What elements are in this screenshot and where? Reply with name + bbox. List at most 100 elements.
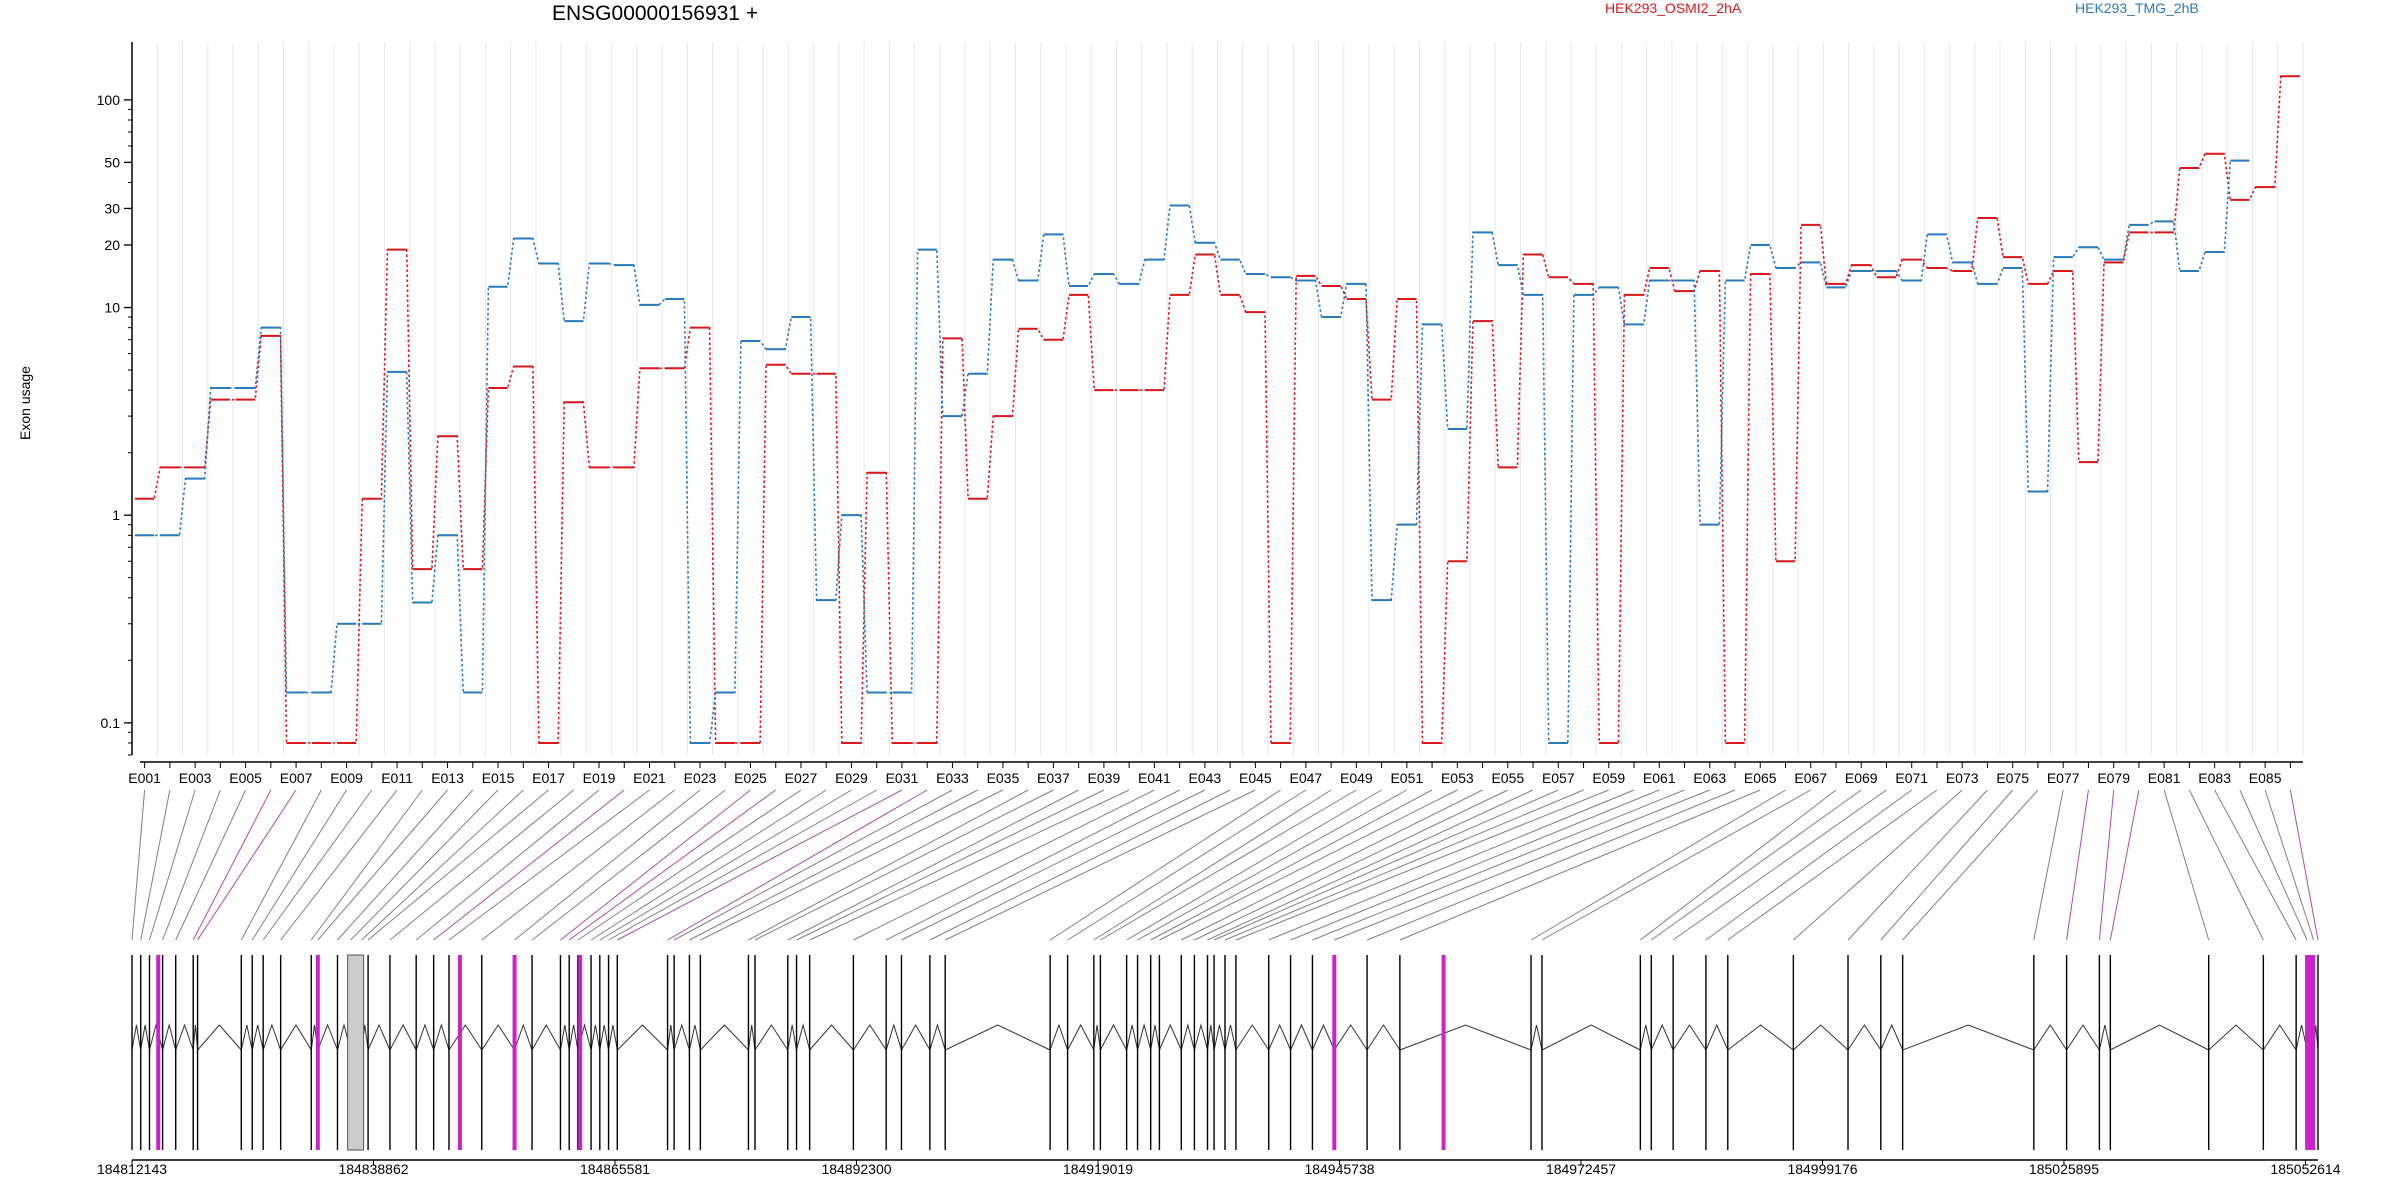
intron-path [131, 1023, 2319, 1051]
exon-connector [617, 789, 903, 941]
x-tick-label: E059 [1592, 770, 1625, 786]
exon-connector [1793, 789, 1963, 941]
exon-connector [2214, 789, 2297, 941]
y-tick-label: 0.1 [101, 715, 121, 731]
x-tick-label: E023 [684, 770, 717, 786]
exon-connector [251, 789, 347, 941]
exon-connector [853, 789, 1155, 941]
x-tick-label: E031 [886, 770, 919, 786]
exon-connector [2264, 789, 2315, 941]
exon-connector [929, 789, 1231, 941]
exon-connector [608, 789, 877, 941]
coord-tick-label: 184812143 [97, 1161, 167, 1177]
exon-connector [748, 789, 1029, 941]
x-tick-label: E055 [1491, 770, 1524, 786]
exon-connector [1093, 789, 1332, 941]
exon-connector [885, 789, 1180, 941]
coord-tick-label: 184919019 [1063, 1161, 1133, 1177]
exon-connector [531, 789, 726, 941]
exon-connector [689, 789, 978, 941]
y-tick-label: 50 [104, 154, 120, 170]
chart-title: ENSG00000156931 + [552, 2, 759, 25]
exon-connector [2163, 789, 2210, 941]
x-tick-label: E029 [835, 770, 868, 786]
x-tick-label: E069 [1845, 770, 1878, 786]
legend-entry-osmi2: HEK293_OSMI2_2hA [1605, 0, 1742, 16]
exon-connector [568, 789, 777, 941]
exon-connector [1672, 789, 1887, 941]
exon-connector [1067, 789, 1307, 941]
x-tick-label: E017 [532, 770, 565, 786]
exon-connector [754, 789, 1054, 941]
exon-connector [1650, 789, 1862, 941]
exon-connector [162, 789, 221, 941]
exon-highlight [1332, 955, 1337, 1150]
exon-connector [448, 789, 650, 941]
x-tick-label: E041 [1138, 770, 1171, 786]
exon-connector [1213, 789, 1559, 941]
exon-connector [389, 789, 575, 941]
exon-connector [2239, 789, 2308, 941]
exon-connector [262, 789, 373, 941]
coord-tick-label: 185052614 [2270, 1161, 2340, 1177]
exon-connector [149, 789, 196, 941]
coord-tick-label: 184945738 [1304, 1161, 1374, 1177]
exon-connector [1235, 789, 1609, 941]
x-tick-label: E039 [1088, 770, 1121, 786]
exon-connector [1640, 789, 1837, 941]
x-tick-label: E025 [734, 770, 767, 786]
exon-connector [367, 789, 549, 941]
x-tick-label: E081 [2148, 770, 2181, 786]
x-tick-label: E083 [2198, 770, 2231, 786]
exon-connector [599, 789, 852, 941]
exon-connector [1268, 789, 1635, 941]
x-tick-label: E015 [482, 770, 515, 786]
exon-connector [415, 789, 600, 941]
exon-connector [310, 789, 423, 941]
x-tick-label: E037 [1037, 770, 1070, 786]
exon-connector [673, 789, 953, 941]
x-tick-label: E067 [1794, 770, 1827, 786]
x-tick-label: E047 [1290, 770, 1323, 786]
exon-connector [1847, 789, 1988, 941]
x-tick-label: E063 [1693, 770, 1726, 786]
exon-connector [944, 789, 1256, 941]
exon-connector [1727, 789, 1938, 941]
x-tick-label: E073 [1946, 770, 1979, 786]
y-tick-label: 20 [104, 237, 120, 253]
exon-highlight [156, 955, 161, 1150]
exon-connector [1100, 789, 1357, 941]
coord-tick-label: 184892300 [821, 1161, 891, 1177]
exon-connector [1181, 789, 1483, 941]
legend-entry-tmg: HEK293_TMG_2hB [2075, 0, 2199, 16]
coord-tick-label: 184865581 [580, 1161, 650, 1177]
exon-connector [1366, 789, 1736, 941]
exon-connector [280, 789, 398, 941]
exon-connector [1150, 789, 1433, 941]
x-tick-label: E035 [987, 770, 1020, 786]
exon-highlight [315, 955, 320, 1150]
x-tick-label: E043 [1189, 770, 1222, 786]
exon-connector [1290, 789, 1660, 941]
y-tick-label: 100 [97, 92, 121, 108]
x-tick-label: E007 [280, 770, 313, 786]
exon-connector [1541, 789, 1811, 941]
exon-connector [667, 789, 928, 941]
x-tick-label: E065 [1744, 770, 1777, 786]
exon-connector [1312, 789, 1685, 941]
exon-connector [1334, 789, 1710, 941]
x-tick-label: E077 [2047, 770, 2080, 786]
x-tick-label: E005 [229, 770, 262, 786]
exon-connector [2066, 789, 2089, 941]
exon-connector [317, 789, 448, 941]
exon-connector [514, 789, 701, 941]
exon-connector [577, 789, 802, 941]
y-tick-label: 30 [104, 200, 120, 216]
coord-tick-label: 184972457 [1546, 1161, 1616, 1177]
exon-connector [481, 789, 676, 941]
exon-connector [140, 789, 171, 941]
exon-connector [197, 789, 297, 941]
exon-connector [809, 789, 1130, 941]
exon-connector [240, 789, 322, 941]
